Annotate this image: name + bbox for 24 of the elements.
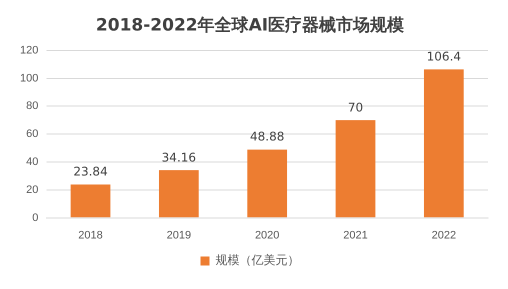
y-tick-label: 100: [20, 72, 38, 84]
data-label: 48.88: [250, 130, 284, 144]
y-tick-label: 20: [26, 184, 38, 196]
x-tick-label: 2020: [254, 229, 280, 242]
bar: [158, 170, 199, 218]
y-tick-label: 120: [20, 44, 38, 56]
bar: [424, 69, 464, 218]
y-tick-label: 80: [26, 100, 38, 112]
x-tick-label: 2022: [432, 229, 456, 242]
x-tick-label: 2018: [78, 229, 103, 242]
bar: [70, 184, 110, 218]
data-label: 23.84: [73, 164, 108, 179]
x-tick-label: 2021: [343, 229, 368, 242]
x-tick-label: 2019: [166, 229, 192, 242]
legend-label: 规模（亿美元）: [216, 253, 300, 268]
bar: [247, 150, 288, 218]
y-tick-label: 0: [32, 212, 38, 224]
data-label: 106.4: [426, 49, 462, 64]
y-tick-label: 40: [26, 156, 38, 168]
bar: [336, 120, 376, 218]
y-tick-label: 60: [26, 128, 38, 140]
data-label: 34.16: [162, 150, 196, 164]
chart-title: 2018-2022年全球AI医疗器械市场规模: [96, 16, 404, 36]
data-label: 70: [348, 100, 364, 114]
